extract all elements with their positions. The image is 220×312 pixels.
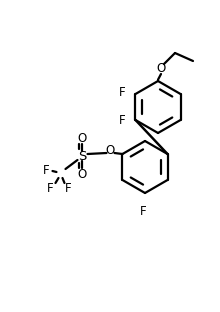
Text: O: O [78,131,87,144]
Text: F: F [43,163,50,177]
Text: F: F [140,205,146,218]
Text: O: O [156,62,166,76]
Text: O: O [78,168,87,181]
Text: O: O [106,144,115,158]
Text: F: F [119,115,125,128]
Text: S: S [78,149,87,163]
Text: F: F [65,182,72,194]
Text: F: F [119,85,125,99]
Text: F: F [47,182,54,194]
